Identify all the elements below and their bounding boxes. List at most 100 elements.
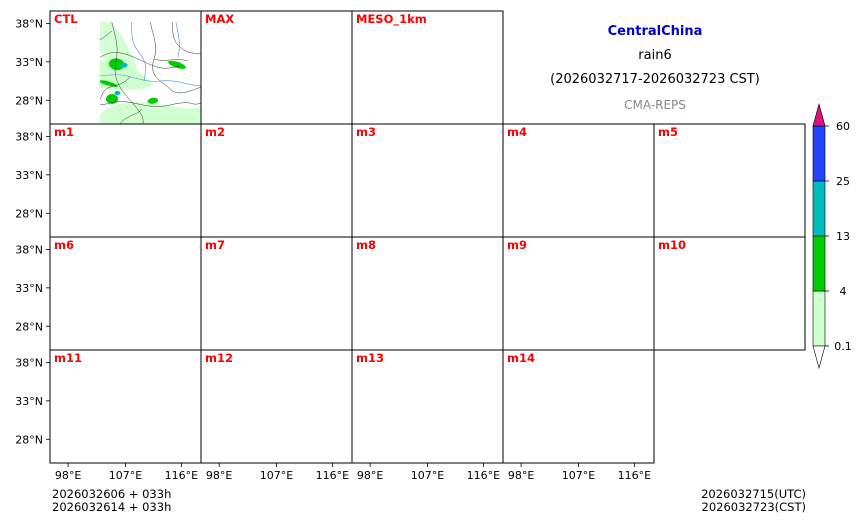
river-line xyxy=(543,432,549,463)
river-line xyxy=(100,74,202,86)
rain-moderate-cell xyxy=(591,321,606,331)
panel-frame xyxy=(200,123,353,238)
rain-moderate-cell xyxy=(693,329,704,340)
province-border xyxy=(472,237,503,281)
map-panel: m14 xyxy=(502,349,655,464)
rain-moderate-cell xyxy=(539,387,552,397)
rain-storm-cell xyxy=(410,437,418,447)
panel-frame xyxy=(351,10,504,125)
rain-moderate-cell xyxy=(541,370,553,382)
rain-moderate-cell xyxy=(321,88,336,96)
province-border xyxy=(758,285,792,287)
rain-heavy-cell xyxy=(119,62,128,68)
rain-moderate-cell xyxy=(404,401,418,414)
river-line xyxy=(201,72,352,85)
rain-heavy-cell xyxy=(553,398,558,403)
panel-label: m13 xyxy=(356,351,384,365)
rain-light-area xyxy=(397,328,503,350)
province-border xyxy=(231,303,281,350)
rain-moderate-cell xyxy=(232,303,246,312)
province-border xyxy=(472,350,503,394)
rain-moderate-cell xyxy=(147,97,159,104)
rain-heavy-cell xyxy=(262,88,266,92)
lon-tick-label: 107°E xyxy=(109,469,142,482)
province-border xyxy=(100,76,131,100)
province-border xyxy=(110,124,145,237)
province-border xyxy=(305,398,339,400)
province-border xyxy=(573,335,595,350)
province-border xyxy=(623,350,654,394)
panel-label: m6 xyxy=(54,238,74,252)
rain-light-area xyxy=(548,215,654,237)
rain-moderate-cell xyxy=(680,181,704,191)
river-line xyxy=(50,185,201,198)
rain-moderate-cell xyxy=(408,433,420,443)
province-border xyxy=(201,440,352,445)
province-border xyxy=(758,172,792,174)
province-border xyxy=(654,214,805,219)
province-border xyxy=(452,11,503,93)
rain-moderate-cell xyxy=(257,320,269,330)
province-border xyxy=(456,398,490,400)
province-border xyxy=(656,166,784,195)
river-line xyxy=(352,72,503,85)
valid-cst: 2026032723(CST) xyxy=(701,500,807,514)
rain-heavy-cell xyxy=(230,437,236,443)
rain-moderate-cell xyxy=(750,150,762,160)
rain-moderate-cell xyxy=(378,294,402,304)
rain-moderate-cell xyxy=(62,281,78,290)
rain-moderate-cell xyxy=(221,280,233,292)
province-border xyxy=(352,101,503,106)
rain-light-area xyxy=(50,286,152,315)
colorbar-segment xyxy=(812,180,826,237)
river-line xyxy=(694,319,700,350)
rain-heavy-cell xyxy=(250,63,258,67)
river-line xyxy=(392,93,398,124)
province-border xyxy=(170,124,201,168)
river-line xyxy=(583,124,599,194)
rain-moderate-cell xyxy=(106,94,118,104)
rain-heavy-cell xyxy=(553,174,563,180)
rain-heavy-cell xyxy=(264,434,270,439)
province-border xyxy=(774,124,805,168)
rain-moderate-cell xyxy=(466,89,482,102)
province-border xyxy=(150,350,201,432)
province-border xyxy=(607,172,641,174)
colorbar-extend-max xyxy=(812,102,826,127)
panel-frame xyxy=(49,236,202,351)
panel-label: MAX xyxy=(205,12,234,26)
province-border xyxy=(354,392,482,421)
province-border xyxy=(422,222,444,237)
map-panel: m6 xyxy=(49,236,202,351)
river-line xyxy=(432,350,448,420)
rain-moderate-cell xyxy=(76,407,100,417)
lat-tick-label: 28°N xyxy=(15,207,43,220)
rain-moderate-cell xyxy=(213,401,236,408)
province-border xyxy=(60,370,112,390)
river-line xyxy=(654,298,805,311)
province-border xyxy=(354,279,482,308)
rain-moderate-cell xyxy=(266,301,292,317)
rain-light-area xyxy=(503,286,605,315)
lat-tick-label: 28°N xyxy=(15,433,43,446)
lat-tick-label: 33°N xyxy=(15,56,43,69)
rain-light-area xyxy=(95,328,201,350)
rain-heavy-cell xyxy=(684,207,689,213)
province-border xyxy=(422,335,444,350)
province-border xyxy=(52,392,180,421)
init-cst: 2026032614 + 033h xyxy=(52,500,172,514)
river-line xyxy=(352,298,503,311)
province-border xyxy=(170,237,201,281)
rain-heavy-cell xyxy=(537,203,547,207)
rain-moderate-cell xyxy=(665,331,675,336)
rain-light-area xyxy=(352,286,454,315)
rain-moderate-cell xyxy=(257,433,269,443)
river-line xyxy=(241,93,247,124)
river-line xyxy=(627,350,632,396)
province-border xyxy=(305,172,339,174)
province-border xyxy=(120,335,142,350)
river-line xyxy=(50,411,201,424)
rain-light-area xyxy=(246,102,352,124)
rain-moderate-cell xyxy=(231,435,246,441)
province-border xyxy=(533,303,583,350)
